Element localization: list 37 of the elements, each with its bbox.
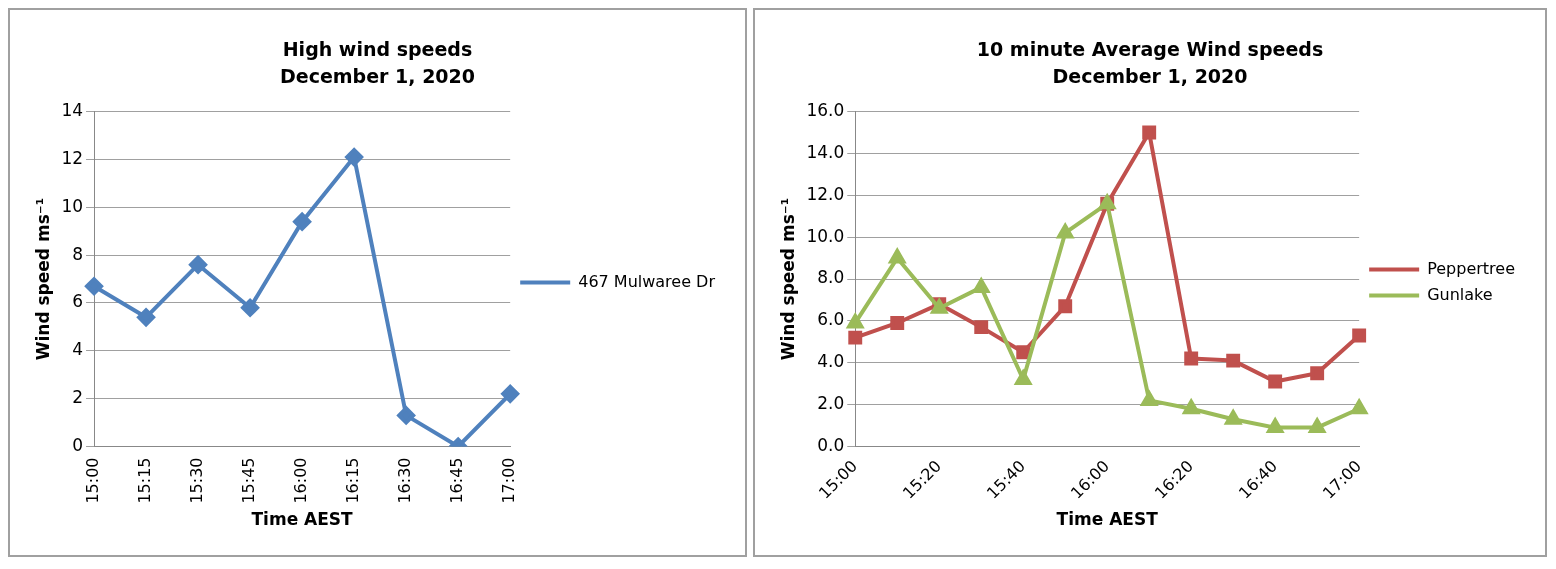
y-tick-label: 6 bbox=[72, 291, 84, 312]
y-tick-label: 8.0 bbox=[817, 267, 845, 288]
x-tick-label: 16:00 bbox=[291, 457, 311, 504]
y-tick-label: 14.0 bbox=[806, 141, 845, 162]
chart-subtitle: December 1, 2020 bbox=[1052, 65, 1248, 88]
y-tick-label: 14 bbox=[61, 100, 84, 121]
x-axis-title: Time AEST bbox=[251, 509, 354, 530]
chart-title: High wind speeds bbox=[282, 38, 473, 61]
x-tick-label: 15:15 bbox=[135, 457, 155, 504]
y-tick-label: 10.0 bbox=[806, 225, 845, 246]
y-tick-label: 8 bbox=[72, 243, 84, 264]
y-tick-label: 6.0 bbox=[817, 309, 845, 330]
legend-label: 467 Mulwaree Dr bbox=[578, 271, 716, 291]
x-axis-title: Time AEST bbox=[1056, 509, 1159, 530]
y-axis-title: Wind speed ms⁻¹ bbox=[777, 197, 798, 361]
y-tick-label: 0 bbox=[72, 434, 84, 455]
x-tick-label: 15:45 bbox=[239, 457, 259, 504]
y-tick-label: 10 bbox=[61, 195, 84, 216]
chart-subtitle: December 1, 2020 bbox=[279, 65, 476, 88]
legend-label: Gunlake bbox=[1427, 284, 1493, 304]
x-tick-label: 17:00 bbox=[499, 457, 519, 504]
x-tick-label: 15:00 bbox=[83, 457, 103, 504]
legend-label: Peppertree bbox=[1427, 258, 1515, 278]
y-tick-label: 12 bbox=[61, 147, 84, 168]
y-tick-label: 16.0 bbox=[806, 100, 845, 121]
y-tick-label: 0.0 bbox=[817, 434, 845, 455]
y-tick-label: 12.0 bbox=[806, 183, 845, 204]
y-tick-label: 2.0 bbox=[817, 392, 845, 413]
x-tick-label: 16:45 bbox=[447, 457, 467, 504]
y-tick-label: 4 bbox=[72, 339, 84, 360]
y-tick-label: 2 bbox=[72, 387, 84, 408]
x-tick-label: 16:30 bbox=[395, 457, 415, 504]
y-axis-title: Wind speed ms⁻¹ bbox=[32, 197, 53, 361]
x-tick-label: 15:30 bbox=[187, 457, 207, 504]
chart-title: 10 minute Average Wind speeds bbox=[976, 38, 1324, 61]
x-tick-label: 16:15 bbox=[343, 457, 363, 504]
y-tick-label: 4.0 bbox=[817, 351, 845, 372]
